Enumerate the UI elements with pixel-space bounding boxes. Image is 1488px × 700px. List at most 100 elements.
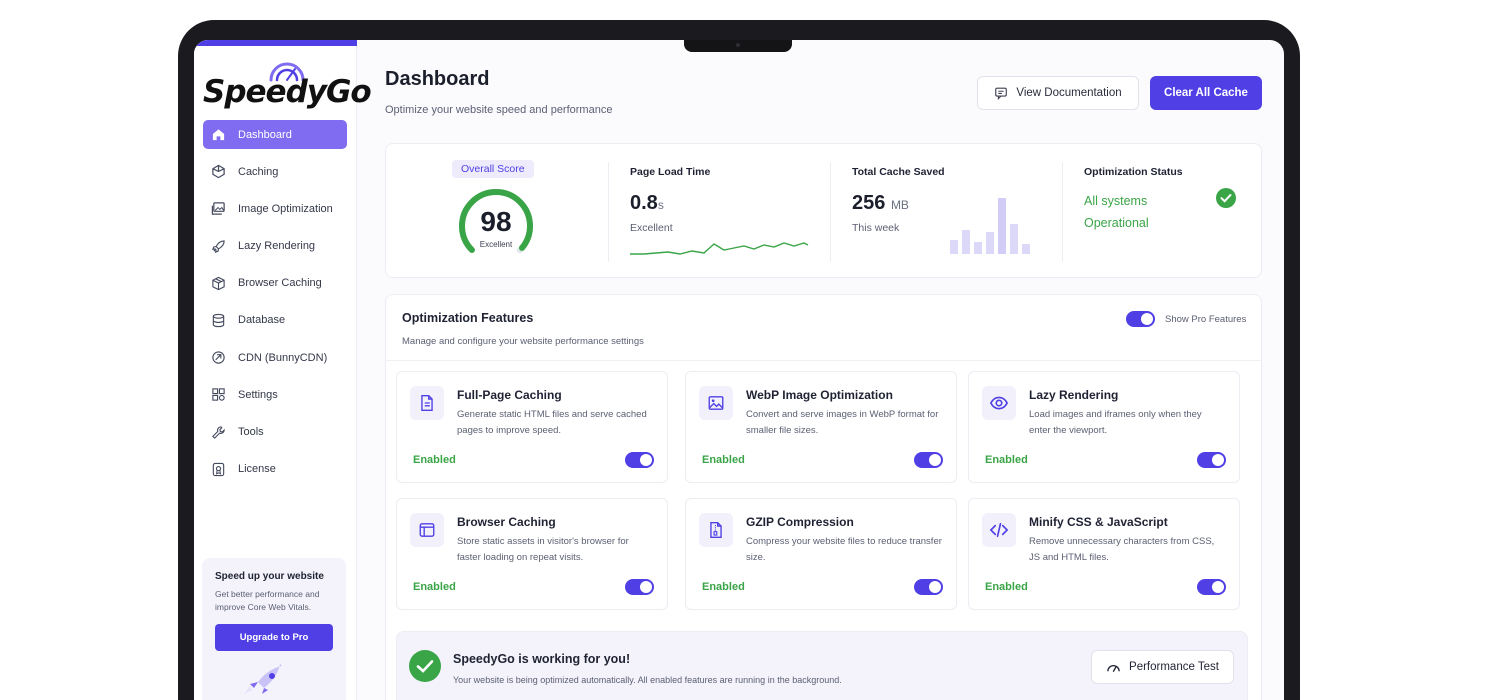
page-load-time-value: 0.8s: [630, 192, 664, 214]
feature-description: Generate static HTML files and serve cac…: [457, 409, 647, 436]
sidebar-item-lazy-rendering[interactable]: Lazy Rendering: [203, 232, 347, 261]
sidebar-item-database[interactable]: Database: [203, 306, 347, 335]
sidebar-accent-bar: [194, 40, 357, 46]
sidebar-item-dashboard[interactable]: Dashboard: [203, 120, 347, 149]
feature-card-browser-caching: Browser Caching Store static assets in v…: [396, 498, 668, 610]
sidebar-item-label: Image Optimization: [238, 202, 333, 215]
upgrade-title: Speed up your website: [215, 571, 324, 582]
banner-description: Your website is being optimized automati…: [453, 675, 842, 685]
feature-title: Browser Caching: [457, 515, 556, 529]
feature-status: Enabled: [413, 581, 456, 593]
sidebar-item-tools[interactable]: Tools: [203, 418, 347, 447]
overall-score-badge: Overall Score: [452, 160, 534, 178]
features-header: Optimization Features Manage and configu…: [386, 295, 1261, 361]
sidebar-item-label: Database: [238, 314, 286, 327]
score-gauge: [459, 189, 533, 263]
sidebar-item-browser-caching[interactable]: Browser Caching: [203, 269, 347, 298]
browser-icon: [410, 513, 444, 547]
images-icon: [211, 201, 226, 216]
sidebar-item-label: Caching: [238, 165, 279, 178]
total-cache-saved-sub: This week: [852, 222, 900, 234]
feature-description: Remove unnecessary characters from CSS, …: [1029, 536, 1215, 563]
image-icon: [699, 386, 733, 420]
feature-card-gzip-compression: GZIP Compression Compress your website f…: [685, 498, 957, 610]
divider: [1062, 162, 1063, 262]
eye-icon: [982, 386, 1016, 420]
page-title: Dashboard: [385, 68, 490, 90]
total-cache-saved-label: Total Cache Saved: [852, 166, 945, 178]
performance-test-label: Performance Test: [1129, 661, 1219, 673]
message-icon: [995, 87, 1008, 100]
upgrade-description: Get better performance and improve Core …: [215, 589, 320, 612]
feature-description: Store static assets in visitor's browser…: [457, 536, 629, 563]
home-icon: [211, 127, 226, 142]
sidebar-item-image-optimization[interactable]: Image Optimization: [203, 194, 347, 223]
minify-toggle[interactable]: [1197, 579, 1226, 595]
webp-optimization-toggle[interactable]: [914, 452, 943, 468]
total-cache-saved-value: 256 MB: [852, 192, 909, 214]
screen: SpeedyGo Dashboard Caching Image Optimiz…: [194, 40, 1284, 700]
stats-card: Overall Score 98 Excellent Page Load Tim…: [385, 143, 1262, 278]
code-icon: [982, 513, 1016, 547]
check-circle-icon: [1216, 188, 1236, 208]
speedometer-logo-icon: [269, 62, 305, 82]
view-documentation-label: View Documentation: [1016, 87, 1122, 99]
camera-notch: [684, 40, 792, 52]
rocket-illustration-icon: [244, 664, 282, 694]
package-icon: [211, 276, 226, 291]
database-icon: [211, 313, 226, 328]
cdn-icon: [211, 350, 226, 365]
feature-description: Convert and serve images in WebP format …: [746, 409, 939, 436]
feature-card-lazy-rendering: Lazy Rendering Load images and iframes o…: [968, 371, 1240, 483]
sidebar-item-caching[interactable]: Caching: [203, 157, 347, 186]
sidebar-item-label: Settings: [238, 388, 278, 401]
sidebar-item-license[interactable]: License: [203, 455, 347, 484]
performance-test-button[interactable]: Performance Test: [1091, 650, 1234, 684]
feature-card-minify: Minify CSS & JavaScript Remove unnecessa…: [968, 498, 1240, 610]
sidebar-item-cdn[interactable]: CDN (BunnyCDN): [203, 343, 347, 372]
feature-title: Minify CSS & JavaScript: [1029, 515, 1168, 529]
feature-status: Enabled: [413, 454, 456, 466]
sidebar-item-label: License: [238, 463, 276, 476]
gzip-compression-toggle[interactable]: [914, 579, 943, 595]
feature-status: Enabled: [985, 581, 1028, 593]
feature-description: Load images and iframes only when they e…: [1029, 409, 1202, 436]
feature-title: Full-Page Caching: [457, 388, 562, 402]
feature-description: Compress your website files to reduce tr…: [746, 536, 942, 563]
clear-all-cache-button[interactable]: Clear All Cache: [1150, 76, 1262, 110]
optimization-status-label: Optimization Status: [1084, 166, 1183, 178]
sidebar-item-settings[interactable]: Settings: [203, 380, 347, 409]
browser-caching-toggle[interactable]: [625, 579, 654, 595]
sidebar: SpeedyGo Dashboard Caching Image Optimiz…: [194, 40, 372, 700]
full-page-caching-toggle[interactable]: [625, 452, 654, 468]
view-documentation-button[interactable]: View Documentation: [977, 76, 1139, 110]
logo[interactable]: SpeedyGo: [203, 60, 372, 110]
logo-text: SpeedyGo: [203, 74, 372, 110]
zip-icon: [699, 513, 733, 547]
optimization-status-value: All systems Operational: [1084, 194, 1149, 230]
feature-title: Lazy Rendering: [1029, 388, 1119, 402]
features-title: Optimization Features: [402, 311, 534, 325]
page-subtitle: Optimize your website speed and performa…: [385, 104, 613, 116]
load-time-sparkline: [630, 242, 809, 255]
license-icon: [211, 462, 226, 477]
feature-title: WebP Image Optimization: [746, 388, 893, 402]
cube-icon: [211, 164, 226, 179]
feature-status: Enabled: [702, 454, 745, 466]
laptop-frame: SpeedyGo Dashboard Caching Image Optimiz…: [178, 20, 1300, 700]
check-circle-icon: [409, 650, 441, 682]
feature-title: GZIP Compression: [746, 515, 854, 529]
score-label: Excellent: [479, 240, 513, 249]
banner-title: SpeedyGo is working for you!: [453, 652, 631, 666]
sidebar-nav: Dashboard Caching Image Optimization Laz…: [203, 120, 347, 492]
optimization-features-panel: Optimization Features Manage and configu…: [385, 294, 1262, 700]
features-subtitle: Manage and configure your website perfor…: [402, 336, 644, 347]
upgrade-to-pro-button[interactable]: Upgrade to Pro: [215, 624, 333, 651]
sidebar-item-label: Lazy Rendering: [238, 240, 316, 253]
show-pro-features-toggle[interactable]: [1126, 311, 1155, 327]
lazy-rendering-toggle[interactable]: [1197, 452, 1226, 468]
divider: [608, 162, 609, 262]
rocket-icon: [211, 239, 226, 254]
main-content: Dashboard Optimize your website speed an…: [357, 40, 1284, 700]
status-banner: SpeedyGo is working for you! Your websit…: [396, 631, 1248, 700]
